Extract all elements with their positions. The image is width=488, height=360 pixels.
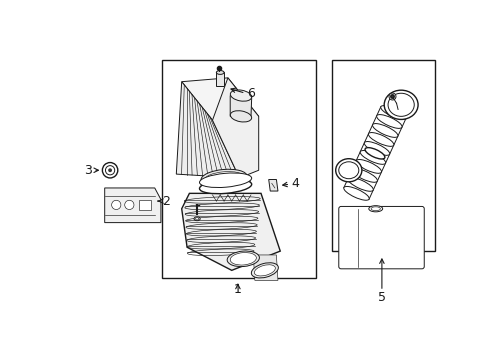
Ellipse shape [360,150,385,164]
Circle shape [124,200,134,210]
Ellipse shape [230,90,251,101]
Ellipse shape [216,71,224,75]
Polygon shape [253,255,277,280]
Circle shape [102,163,118,178]
Ellipse shape [372,123,397,138]
Bar [162,60,316,278]
Ellipse shape [201,169,246,186]
Ellipse shape [251,263,278,278]
Ellipse shape [368,206,382,212]
Ellipse shape [343,186,368,200]
Ellipse shape [355,159,381,173]
Ellipse shape [380,105,406,120]
FancyBboxPatch shape [338,206,424,269]
Ellipse shape [370,207,380,211]
Ellipse shape [384,90,417,120]
Ellipse shape [230,111,251,122]
Ellipse shape [351,168,377,182]
Polygon shape [216,72,224,86]
Text: 6: 6 [246,87,255,100]
Ellipse shape [254,265,275,276]
Polygon shape [176,82,239,178]
Ellipse shape [199,179,251,194]
Text: 3: 3 [83,164,91,177]
Polygon shape [268,180,277,191]
Polygon shape [182,78,258,120]
Ellipse shape [387,93,413,116]
Circle shape [105,166,115,175]
Ellipse shape [338,162,358,179]
Ellipse shape [364,141,389,155]
Ellipse shape [364,148,384,159]
Text: 4: 4 [291,177,299,190]
Ellipse shape [194,217,200,221]
Ellipse shape [367,132,393,147]
Bar [331,60,434,251]
Ellipse shape [195,217,198,220]
Polygon shape [230,95,251,116]
Ellipse shape [376,114,401,129]
Text: 1: 1 [233,283,242,296]
Ellipse shape [230,253,256,265]
Ellipse shape [227,251,259,267]
Bar [139,200,151,210]
Circle shape [108,168,112,172]
Text: 5: 5 [377,291,385,304]
Polygon shape [212,78,258,178]
Ellipse shape [347,177,372,191]
Ellipse shape [199,173,251,188]
Ellipse shape [201,177,250,189]
Ellipse shape [335,159,361,182]
Ellipse shape [204,172,243,184]
Polygon shape [104,188,161,222]
Polygon shape [182,193,280,270]
Text: 2: 2 [162,194,170,208]
Circle shape [111,200,121,210]
